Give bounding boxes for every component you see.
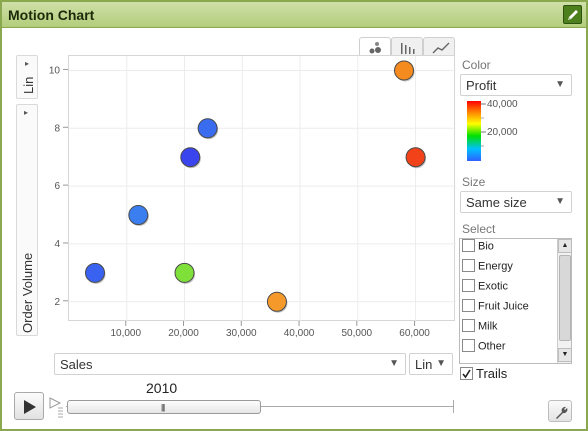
size-section-label: Size [462,175,485,189]
time-slider-handle[interactable]: ||| [67,400,261,414]
list-item[interactable]: Milk [462,320,498,338]
scroll-thumb[interactable] [559,255,571,341]
play-icon [23,399,37,415]
list-item[interactable]: Exotic [462,280,508,298]
color-section-label: Color [462,58,491,72]
color-select-value: Profit [466,78,496,93]
speed-control[interactable] [48,394,64,420]
color-select[interactable]: Profit ▼ [460,74,572,96]
current-year: 2010 [146,380,177,396]
checkbox[interactable] [462,319,475,332]
x-axis-select[interactable]: Sales ▼ [54,353,406,375]
scrollbar[interactable]: ▲ ▼ [557,239,572,363]
x-axis-label: Sales [60,357,93,372]
time-slider-end [453,400,454,413]
speed-icon [48,394,64,420]
color-scale-max: 40,000 [487,99,518,110]
list-item[interactable]: Bio [462,240,494,258]
tab-line-chart[interactable] [423,37,455,57]
y-axis-select[interactable]: ▸ Order Volume [16,104,38,336]
color-scale-mid: 20,000 [487,127,518,138]
checkbox[interactable] [462,299,475,312]
bubble-point[interactable] [395,61,414,80]
bubble-point[interactable] [198,119,217,138]
list-item[interactable]: Energy [462,260,513,278]
edit-button[interactable] [563,5,582,24]
checkbox[interactable] [462,279,475,292]
grip-icon: ||| [161,403,164,412]
y-scale-select[interactable]: Lin ▸ [16,55,38,99]
trails-toggle[interactable]: Trails [460,366,507,381]
chevron-down-icon: ▼ [555,196,565,207]
plot-area [68,55,455,321]
play-button[interactable] [14,392,44,420]
scroll-down-icon[interactable]: ▼ [558,348,572,362]
chevron-down-icon: ▼ [436,358,446,369]
color-scale-legend [467,101,481,161]
settings-button[interactable] [548,400,572,422]
bubble-point[interactable] [406,148,425,167]
chevron-down-icon: ▼ [389,358,399,369]
list-item[interactable]: Fruit Juice [462,300,529,318]
y-axis-label: Order Volume [20,253,35,333]
x-scale-select[interactable]: Lin ▼ [409,353,453,375]
tab-bar-chart[interactable] [391,37,423,57]
checkmark-icon [461,368,472,379]
scroll-up-icon[interactable]: ▲ [558,239,572,253]
bubble-point[interactable] [175,263,194,282]
line-chart-icon [432,41,450,55]
checkbox[interactable] [462,239,475,252]
bubble-point[interactable] [267,292,286,311]
select-list: Bio Energy Exotic Fruit Juice Milk Other… [459,238,572,364]
size-select[interactable]: Same size ▼ [460,191,572,213]
chevron-down-icon: ▼ [555,79,565,90]
x-scale-label: Lin [415,357,432,372]
title-bar: Motion Chart [2,2,586,28]
wrench-icon [553,404,569,420]
select-section-label: Select [462,222,495,236]
y-axis-arrow-icon: ▸ [24,108,28,117]
checkbox[interactable] [462,339,475,352]
bubble-chart-icon [368,41,384,55]
trails-checkbox[interactable] [460,367,473,380]
chart-title: Motion Chart [8,7,94,23]
bubble-plot [69,56,456,322]
size-select-value: Same size [466,195,527,210]
checkbox[interactable] [462,259,475,272]
bubble-point[interactable] [129,206,148,225]
color-scale-ticks [481,100,487,162]
y-scale-arrow-icon: ▸ [25,59,29,68]
bar-chart-icon [400,41,416,55]
chart-type-tabs [359,37,455,57]
list-item[interactable]: Other [462,340,506,358]
trails-label: Trails [476,366,507,381]
pencil-icon [566,8,580,22]
y-scale-label: Lin [21,77,36,94]
bubble-point[interactable] [181,148,200,167]
bubble-point[interactable] [85,263,104,282]
